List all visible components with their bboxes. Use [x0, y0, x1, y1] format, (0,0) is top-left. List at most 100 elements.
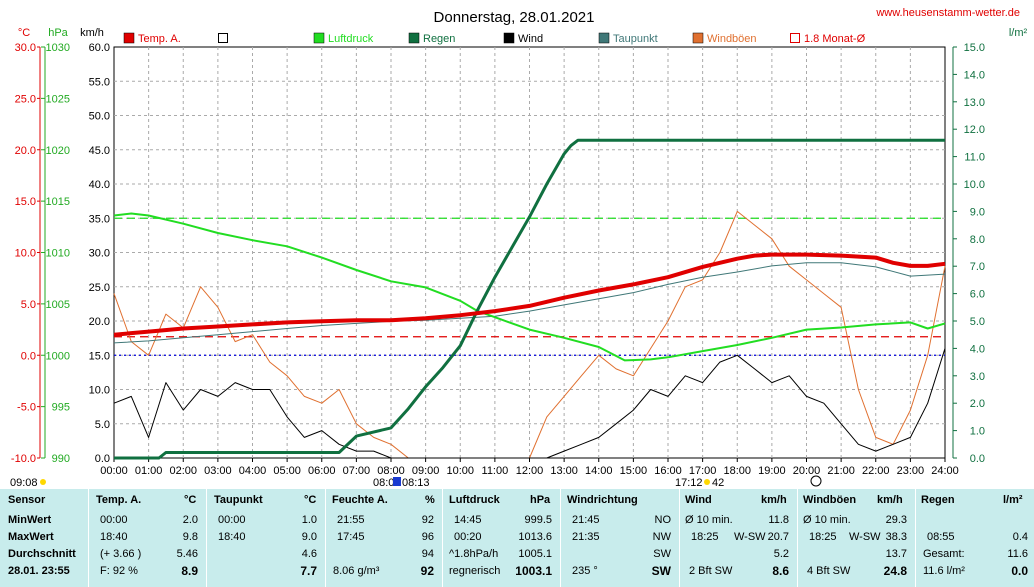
dew-max-time: 18:40	[218, 531, 246, 543]
time-tick-label: 05:00	[273, 465, 301, 477]
time-tick-label: 18:00	[723, 465, 751, 477]
dew-title: Taupunkt	[214, 494, 263, 506]
direction-max-value: NW	[652, 531, 671, 543]
legend-swatch	[598, 32, 610, 44]
rain-total-label: Gesamt:	[923, 548, 965, 560]
dew-max-value: 9.0	[301, 531, 317, 543]
gusts-column: Windböen km/h Ø 10 min. 29.3 18:25 W-SW …	[797, 489, 915, 587]
sensor-title: Sensor	[8, 494, 46, 506]
pressure-tick-label: 1010	[46, 248, 70, 260]
pressure-tick-label: 1020	[46, 145, 70, 157]
rain-tick-label: 12.0	[964, 124, 985, 136]
rain-tick-label: 4.0	[970, 343, 985, 355]
sun-marker-b: 08:13	[402, 477, 430, 487]
rain-tick-label: 2.0	[970, 398, 985, 410]
time-axis: 00:00 01:00 02:00 03:00 04:00 05:00 06:00 07:00…	[100, 458, 959, 477]
wind-max-time: 18:25	[691, 531, 719, 543]
direction-title: Windrichtung	[567, 494, 638, 506]
time-tick-label: 15:00	[620, 465, 648, 477]
pressure-tick-label: 1005	[46, 299, 70, 311]
moon-icon	[810, 475, 822, 487]
dew-avg-value: 4.6	[301, 548, 317, 560]
rain-axis: 15.0 14.0 13.0 12.0 11.0 10.0 9.0 8.0 7.0 6.0 5.0 4…	[952, 42, 985, 465]
wind-unit: km/h	[761, 494, 787, 506]
temp-tick-label: 15.0	[15, 196, 36, 208]
sun-icon	[40, 479, 46, 485]
gusts-avg10-value: 29.3	[885, 514, 907, 526]
time-tick-label: 22:00	[862, 465, 890, 477]
temp-max-time: 18:40	[100, 531, 128, 543]
gusts-title: Windböen	[803, 494, 857, 506]
sensor-column: Sensor MinWert MaxWert Durchschnitt 28.0…	[0, 489, 88, 587]
wind-title: Wind	[685, 494, 712, 506]
time-tick-label: 12:00	[516, 465, 544, 477]
direction-avg-value: SW	[653, 548, 671, 560]
direction-min-time: 21:45	[572, 514, 600, 526]
website-link[interactable]: www.heusenstamm-wetter.de	[875, 7, 1020, 19]
wind-unit-label: km/h	[80, 27, 104, 39]
rain-day-total: 11.6 l/m²	[923, 565, 965, 577]
pressure-tick-label: 1030	[46, 42, 70, 54]
time-tick-label: 23:00	[897, 465, 925, 477]
humidity-current-value: 92	[420, 564, 434, 578]
wind-avg-value: 5.2	[773, 548, 789, 560]
time-tick-label: 00:00	[100, 465, 128, 477]
wind-tick-label: 60.0	[89, 42, 110, 54]
statistics-panel: Sensor MinWert MaxWert Durchschnitt 28.0…	[0, 489, 1034, 587]
wind-current-value: 8.6	[772, 564, 789, 578]
temp-avg-delta: (+ 3.66 )	[100, 548, 142, 560]
wind-avg10-value: 11.8	[768, 514, 789, 526]
legend-label: 1.8 Monat-Ø	[804, 33, 866, 45]
humidity-max-time: 17:45	[337, 531, 365, 543]
direction-current-value: SW	[651, 564, 671, 578]
temp-tick-label: 0.0	[21, 350, 36, 362]
pressure-unit: hPa	[530, 494, 551, 506]
wind-max-value: 20.7	[767, 531, 789, 543]
wind-column: Wind km/h Ø 10 min. 11.8 18:25 W-SW 20.7…	[679, 489, 797, 587]
wind-tick-label: 20.0	[89, 316, 110, 328]
wind-beaufort: 2 Bft SW	[689, 565, 733, 577]
pressure-avg-value: 1005.1	[518, 548, 552, 560]
temp-tick-label: -5.0	[17, 402, 36, 414]
rain-tick-label: 10.0	[964, 179, 985, 191]
time-tick-label: 02:00	[169, 465, 197, 477]
time-tick-label: 24:00	[931, 465, 959, 477]
weather-chart: Donnerstag, 28.01.2021 www.heusenstamm-w…	[10, 7, 1027, 487]
gusts-beaufort: 4 Bft SW	[807, 565, 851, 577]
series-line	[113, 262, 946, 344]
sunrise-time-label: 09:08	[10, 477, 38, 487]
rain-tick-label: 8.0	[970, 234, 985, 246]
wind-tick-label: 50.0	[89, 111, 110, 123]
rain-tick-label: 14.0	[964, 69, 985, 81]
direction-column: Windrichtung 21:45 NO 21:35 NW SW 235 ° …	[560, 489, 679, 587]
pressure-min-time: 14:45	[454, 514, 482, 526]
time-tick-label: 04:00	[239, 465, 267, 477]
wind-tick-label: 40.0	[89, 179, 110, 191]
rain-tick-label: 5.0	[970, 316, 985, 328]
gusts-max-time: 18:25	[809, 531, 837, 543]
temp-unit: °C	[184, 494, 197, 506]
time-tick-label: 20:00	[793, 465, 821, 477]
legend-label: Regen	[423, 33, 455, 45]
humidity-column: Feuchte A. % 21:55 92 17:45 96 94 8.06 g…	[325, 489, 442, 587]
temp-column: Temp. A. °C 00:00 2.0 18:40 9.8 (+ 3.66 …	[88, 489, 206, 587]
legend-swatch	[692, 32, 704, 44]
rain-current-value: 0.0	[1011, 564, 1028, 578]
pressure-min-value: 999.5	[524, 514, 552, 526]
temp-max-value: 9.8	[182, 531, 198, 543]
time-tick-label: 08:00	[377, 465, 405, 477]
temp-current-value: 8.9	[181, 564, 198, 578]
pressure-tick-label: 1015	[46, 196, 70, 208]
pressure-max-time: 00:20	[454, 531, 482, 543]
wind-tick-label: 5.0	[95, 419, 110, 431]
sensor-row-avg: Durchschnitt	[8, 548, 76, 560]
dew-min-value: 1.0	[301, 514, 317, 526]
time-tick-label: 14:00	[585, 465, 613, 477]
pressure-max-value: 1013.6	[518, 531, 552, 543]
humidity-min-time: 21:55	[337, 514, 365, 526]
temp-tick-label: 5.0	[21, 299, 36, 311]
direction-degrees: 235 °	[572, 565, 598, 577]
series-line	[113, 252, 946, 337]
legend-label: Windböen	[707, 33, 757, 45]
rain-title: Regen	[921, 494, 955, 506]
